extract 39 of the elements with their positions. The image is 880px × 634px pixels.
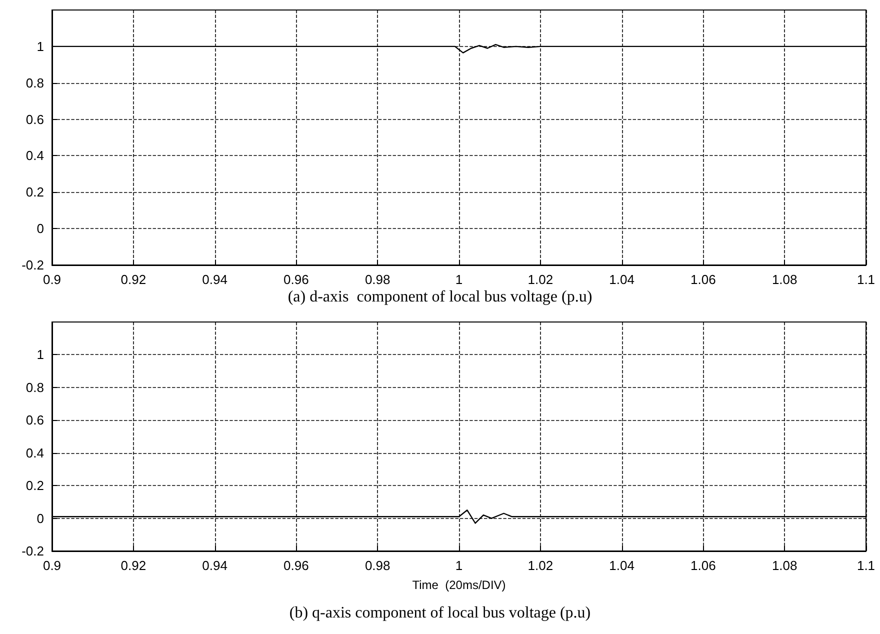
- x-tick-label: 1.04: [609, 558, 634, 573]
- x-tick-label: 1.06: [690, 272, 716, 287]
- x-tick-label: 1.08: [772, 272, 798, 287]
- x-tick-label: 1.02: [528, 272, 554, 287]
- x-tick-label: 1: [455, 272, 463, 287]
- x-tick-label: 1.1: [856, 272, 876, 287]
- x-tick-label: 1.06: [690, 558, 716, 573]
- x-tick-label: 0.98: [364, 558, 390, 573]
- y-tick-label: 0.2: [26, 184, 44, 200]
- x-tick-label: 0.94: [202, 558, 228, 573]
- y-tick-label: 0: [36, 510, 44, 526]
- x-tick-label: 0.92: [120, 272, 146, 287]
- x-tick-label: 0.96: [284, 272, 309, 287]
- x-tick-label: 1.02: [528, 558, 554, 573]
- x-tick-label: 0.9: [42, 272, 62, 287]
- y-tick-label: 0.2: [26, 478, 44, 494]
- text: (a) d-axis component of local bus voltage (p.u): [288, 288, 592, 306]
- y-tick-label: -0.2: [22, 544, 44, 558]
- y-tick-label: -0.2: [22, 258, 44, 272]
- x-tick-label: 0.98: [364, 272, 390, 287]
- x-tick-label: 1.08: [772, 558, 798, 573]
- y-tick-label: 0: [36, 221, 44, 236]
- x-axis-title: Time (20ms/DIV): [412, 578, 506, 592]
- y-tick-label: 0.4: [26, 445, 44, 460]
- y-tick-label: 1: [36, 347, 44, 362]
- text: (b) q-axis component of local bus voltage (p.u): [289, 604, 591, 622]
- x-tick-label: 1: [455, 558, 463, 573]
- x-tick-label: 1.1: [856, 558, 876, 573]
- x-tick-label: 0.9: [42, 558, 62, 573]
- y-tick-label: 0.8: [26, 380, 44, 395]
- y-tick-label: 0.4: [26, 148, 44, 164]
- x-tick-label: 1.04: [609, 272, 634, 287]
- x-tick-label: 0.94: [202, 272, 228, 287]
- y-tick-label: 0.6: [26, 112, 44, 127]
- x-tick-label: 0.96: [284, 558, 309, 573]
- y-tick-label: 1: [36, 38, 44, 54]
- y-tick-label: 0.6: [26, 412, 44, 428]
- x-tick-label: 0.92: [120, 558, 146, 573]
- y-tick-label: 0.8: [26, 75, 44, 90]
